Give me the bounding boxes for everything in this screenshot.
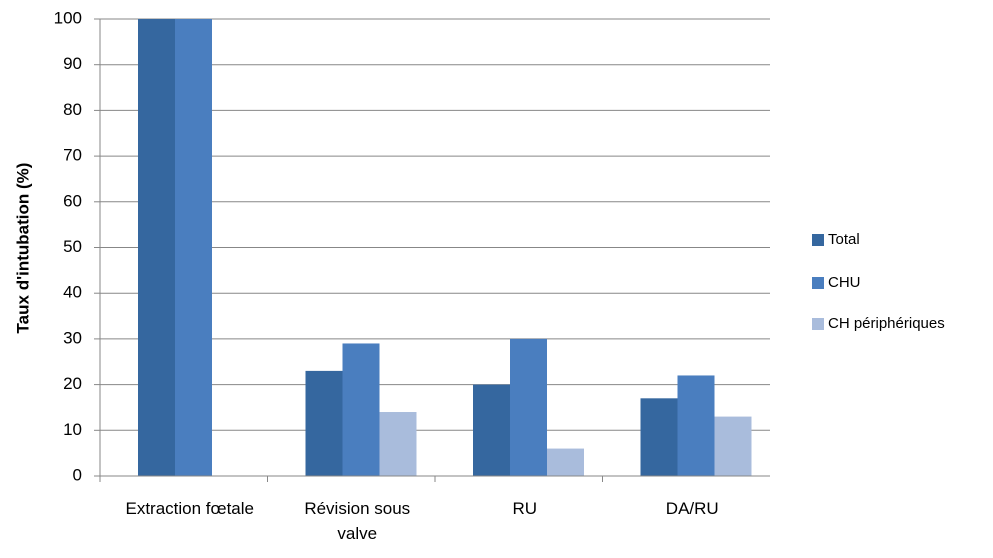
y-tick-label: 100: [54, 8, 82, 27]
legend-swatch: [812, 318, 824, 330]
bar: [379, 412, 417, 476]
bar: [640, 398, 678, 476]
y-tick-label: 20: [63, 374, 82, 393]
y-tick-label: 60: [63, 191, 82, 210]
x-tick-label: RU: [512, 499, 538, 518]
y-tick-label: 0: [73, 465, 82, 484]
legend-swatch: [812, 234, 824, 246]
bar: [305, 370, 343, 476]
y-tick-label: 30: [63, 328, 82, 347]
y-tick-label: 10: [63, 420, 82, 439]
y-axis-label: Taux d'intubation (%): [13, 163, 32, 334]
bar: [175, 19, 212, 476]
y-tick-label: 90: [63, 54, 82, 73]
bar: [677, 375, 715, 476]
bar: [510, 338, 547, 476]
y-tick-label: 70: [63, 146, 82, 165]
x-tick-label: DA/RU: [665, 499, 719, 518]
bar: [342, 343, 380, 476]
bar: [473, 384, 510, 476]
x-tick-label: Extraction fœtale: [125, 499, 255, 518]
bar: [714, 416, 752, 476]
bar: [547, 448, 584, 476]
y-tick-label: 50: [63, 237, 82, 256]
y-tick-label: 80: [63, 100, 82, 119]
y-tick-label: 40: [63, 283, 82, 302]
legend-label: CHU: [828, 274, 861, 291]
legend-swatch: [812, 277, 824, 289]
x-tick-label: Révision sous valve: [304, 499, 411, 543]
bar: [138, 19, 175, 476]
legend-label: CH périphériques: [828, 315, 945, 332]
legend-label: Total: [828, 231, 860, 248]
